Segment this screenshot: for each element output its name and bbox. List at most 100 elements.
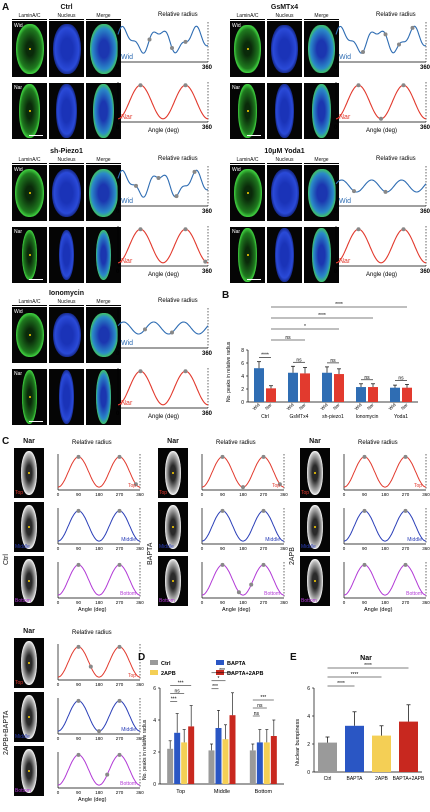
relative-radius-title: Relative radius <box>158 12 198 18</box>
legend-swatch <box>216 670 224 675</box>
peak-marker <box>133 482 138 487</box>
bar <box>372 735 391 772</box>
tick-label: 90 <box>362 492 368 497</box>
channel-header: Nucleus <box>49 299 84 306</box>
sig-label: * <box>304 324 306 330</box>
peak-marker <box>401 227 406 232</box>
tick-label: 0 <box>57 682 60 687</box>
bar <box>208 750 215 784</box>
nucleus-image <box>274 84 295 138</box>
tick-label: 270 <box>116 492 124 497</box>
legend-swatch <box>216 660 224 665</box>
bar <box>368 387 378 402</box>
peak-marker <box>362 508 367 513</box>
peak-marker <box>383 189 388 194</box>
sig-label: *** <box>219 668 225 674</box>
micrograph-tile: Middle <box>14 502 44 552</box>
micrograph-tile <box>304 165 339 221</box>
peak-marker <box>220 508 225 513</box>
group-label: GsMTx4 <box>290 414 309 420</box>
section-label: Bottom <box>15 788 31 794</box>
radius-curve <box>335 179 427 193</box>
centroid-marker <box>314 526 316 528</box>
micrograph-tile: Middle <box>300 502 330 552</box>
peak-marker <box>403 508 408 513</box>
angle-axis-label: Angle (deg) <box>364 607 393 613</box>
sig-label: **** <box>351 672 359 678</box>
angle-axis-label: Angle (deg) <box>366 272 397 278</box>
tick-label: 360 <box>136 790 144 795</box>
centroid-marker <box>28 334 31 336</box>
tick-label: 360 <box>202 351 213 357</box>
peak-marker <box>401 83 406 88</box>
centroid-marker <box>246 48 249 50</box>
peak-marker <box>138 83 143 88</box>
angle-axis-label: Angle (deg) <box>78 797 107 803</box>
peak-marker <box>97 729 101 734</box>
bar-label: Nar <box>366 402 375 411</box>
nar-profile: 0 360 Nar <box>334 226 430 275</box>
peak-marker <box>138 369 143 374</box>
micrograph-tile: Nar <box>230 227 265 283</box>
nucleus-image <box>89 23 118 75</box>
channel-header: Merge <box>304 13 339 20</box>
bar <box>222 739 229 784</box>
section-label: Middle <box>407 537 422 543</box>
nucleus-image <box>51 169 82 217</box>
tick-label: 0 <box>343 492 346 497</box>
micrograph-tile: Top <box>14 448 44 498</box>
group-label: sh-piezo1 <box>322 414 344 420</box>
channel-header: Merge <box>304 157 339 164</box>
wid-profile: 0 360 Wid <box>334 166 430 215</box>
tick-label: 270 <box>260 600 268 605</box>
peak-marker <box>117 752 122 757</box>
legend-swatch <box>150 670 158 675</box>
peak-marker <box>277 482 282 487</box>
radius-curve <box>343 510 427 542</box>
bar <box>322 372 332 402</box>
tick-label: 0 <box>57 546 60 551</box>
sig-label: * <box>218 676 220 682</box>
peak-marker <box>143 327 147 332</box>
row-label: Nar <box>14 229 23 235</box>
peak-marker <box>356 83 361 88</box>
wid-profile: 0 360 Wid <box>116 166 213 215</box>
tick-label: 0 <box>116 269 120 275</box>
row-label: Nar <box>14 85 23 91</box>
section-label: Bottom <box>159 598 175 604</box>
channel-header: LaminA/C <box>12 157 47 164</box>
channel-header: Nucleus <box>267 13 302 20</box>
micrograph-tile: Middle <box>14 692 44 742</box>
peak-marker <box>361 50 365 55</box>
section-label: Bottom <box>15 598 31 604</box>
tick-label: 0 <box>57 790 60 795</box>
micrograph-tile: Nar <box>12 369 47 425</box>
tick-label: 270 <box>116 600 124 605</box>
condition-title: Ionomycin <box>48 290 84 297</box>
peak-marker <box>76 644 81 649</box>
peak-marker <box>379 116 383 121</box>
relative-radius-title: Relative radius <box>358 440 398 446</box>
tick-label: 90 <box>76 682 82 687</box>
section-label: Top <box>15 680 24 686</box>
peak-marker <box>134 183 138 188</box>
channel-header: Merge <box>86 13 121 20</box>
panel-label-a: A <box>2 2 10 13</box>
condition-title: 10μM Yoda1 <box>264 148 305 155</box>
peak-marker <box>138 227 143 232</box>
tick-label: 360 <box>420 65 430 71</box>
tick-label: 270 <box>260 546 268 551</box>
y-axis-label: No. peaks in relative radius <box>226 341 232 402</box>
tick-label: 180 <box>239 492 247 497</box>
centroid-marker <box>246 192 249 194</box>
channel-header: Nucleus <box>49 13 84 20</box>
nucleus-image <box>89 312 118 358</box>
tick-label: 270 <box>116 546 124 551</box>
section-label: Middle <box>15 734 30 740</box>
row-label: Wid <box>339 198 351 205</box>
tick-label: 360 <box>136 682 144 687</box>
tick-label: 360 <box>136 736 144 741</box>
tick-label: 0 <box>57 492 60 497</box>
y-tick-label: 8 <box>241 348 244 354</box>
